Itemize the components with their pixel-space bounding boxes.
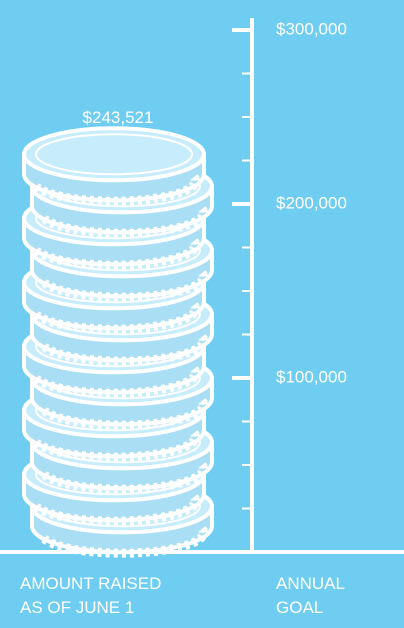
coin-face <box>24 128 204 180</box>
category-label: Annual goal <box>276 572 366 620</box>
y-tick-label: $100,000 <box>276 367 347 386</box>
category-label: Amount raised as of June 1 <box>20 572 180 620</box>
y-tick-label: $300,000 <box>276 19 347 38</box>
y-tick-label: $200,000 <box>276 193 347 212</box>
value-label: $243,521 <box>83 108 154 127</box>
chart: $100,000 $200,000 $300,000 $243,521 <box>0 0 404 628</box>
coin <box>24 128 204 201</box>
infographic: $100,000 $200,000 $300,000 $243,521 Amount … <box>0 0 404 628</box>
coin-stack <box>24 128 212 553</box>
